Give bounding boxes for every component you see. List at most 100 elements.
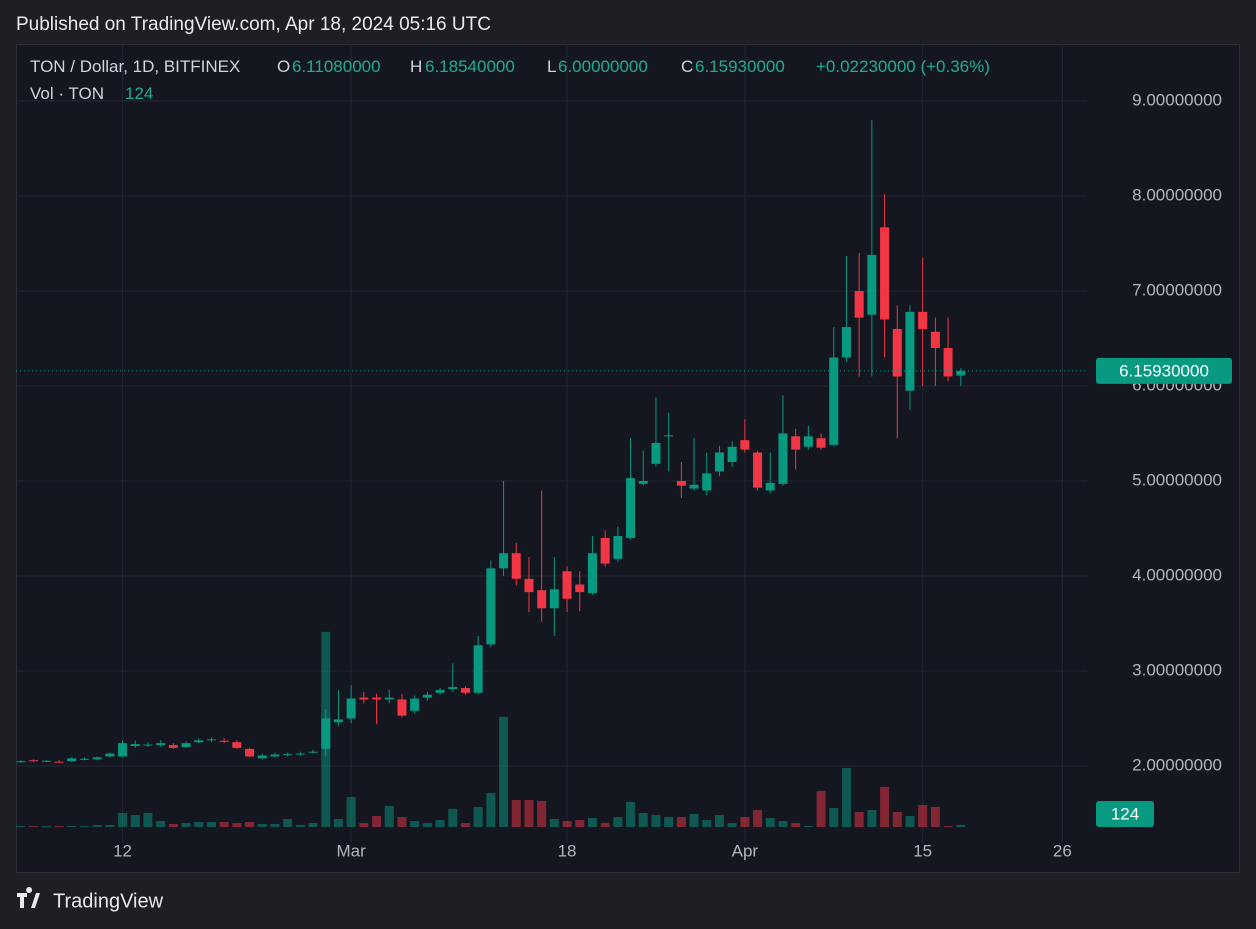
change-value: +0.02230000 (+0.36%) (816, 57, 990, 76)
volume-legend: Vol · TON 124 (30, 84, 153, 103)
volume-bar (232, 822, 242, 827)
candle-body (740, 440, 750, 450)
candle-body (460, 688, 470, 693)
brand-logo: TradingView (17, 887, 164, 912)
candle-body (803, 436, 813, 447)
volume-bar (245, 821, 255, 827)
last-price-label: 6.15930000 (1119, 361, 1209, 380)
volume-bar (943, 825, 953, 827)
candle-body (156, 743, 166, 746)
candle-body (664, 435, 674, 437)
volume-bar (67, 825, 77, 827)
volume-bar (206, 821, 216, 827)
candle-body (880, 227, 890, 320)
candle-body (562, 571, 572, 599)
volume-bar (753, 809, 763, 827)
volume-bar (549, 818, 559, 827)
candle-body (194, 740, 204, 743)
volume-bar (638, 812, 648, 827)
candle-body (118, 743, 128, 757)
volume-bar (702, 819, 712, 827)
candle-body (486, 568, 496, 645)
volume-bar (626, 801, 636, 827)
candle-body (943, 347, 953, 377)
volume-bar (765, 817, 775, 827)
volume-bar (930, 806, 940, 827)
volume-bar (143, 812, 153, 827)
candle-body (918, 311, 928, 329)
volume-bar (359, 822, 369, 827)
volume-bar (956, 824, 966, 827)
candles (16, 119, 966, 764)
x-tick-label: 12 (113, 841, 132, 860)
last-price-box (1096, 357, 1232, 384)
volume-bar (486, 792, 496, 827)
volume-bar (410, 820, 420, 827)
volume-bar (867, 809, 877, 827)
volume-bar (562, 820, 572, 827)
volume-bar (219, 821, 229, 827)
candle-body (143, 744, 153, 746)
volume-bar (524, 799, 534, 827)
volume-bar (841, 767, 851, 827)
volume-bar (676, 816, 686, 827)
volume-bar (257, 823, 267, 827)
volume-bar (295, 824, 305, 827)
candle-body (181, 743, 191, 747)
candle-body (867, 254, 877, 315)
volume-bar (854, 811, 864, 827)
volume-bar (460, 822, 470, 827)
volume-bar (613, 816, 623, 827)
candle-body (359, 697, 369, 700)
candle-body (930, 331, 940, 348)
volume-bar (181, 822, 191, 827)
candle-body (232, 742, 242, 748)
candle-body (511, 553, 521, 579)
candle-body (854, 290, 864, 318)
candle-body (600, 537, 610, 564)
volume-bar (346, 796, 356, 827)
high-value: 6.18540000 (425, 57, 515, 76)
y-tick-label: 5.00000000 (1132, 470, 1222, 489)
volume-bar (880, 786, 890, 827)
candle-body (816, 438, 826, 448)
candle-body (791, 436, 801, 450)
candle-body (651, 442, 661, 464)
candle-body (295, 753, 305, 755)
candle-body (638, 480, 648, 484)
volume-bar (308, 822, 318, 827)
x-tick-label: 15 (913, 841, 932, 860)
candle-body (206, 739, 216, 741)
open-value: 6.11080000 (292, 57, 381, 76)
candle-body (16, 761, 26, 763)
x-tick-label: 18 (558, 841, 577, 860)
volume-bar (651, 814, 661, 827)
candle-body (448, 687, 458, 690)
volume-bar (54, 825, 64, 827)
candle-body (841, 327, 851, 358)
symbol: TON / Dollar, 1D, BITFINEX (30, 57, 240, 76)
candle-body (105, 753, 115, 757)
volume-bar (600, 822, 610, 827)
candle-body (422, 694, 432, 698)
candle-body (92, 757, 102, 760)
candle-body (575, 584, 585, 593)
high-label: H (410, 57, 422, 76)
logo-icon (17, 887, 40, 908)
volume-bar (130, 814, 140, 827)
candle-body (473, 645, 483, 693)
candle-body (333, 719, 343, 723)
volume-bar (829, 807, 839, 827)
last-volume-label: 124 (1111, 804, 1139, 823)
y-tick-label: 4.00000000 (1132, 565, 1222, 584)
volume-bar (156, 820, 166, 827)
candle-body (270, 754, 280, 757)
candle-body (372, 697, 382, 700)
y-tick-label: 2.00000000 (1132, 755, 1222, 774)
volume-bar (905, 815, 915, 827)
candle-body (587, 553, 597, 594)
volume-bar (587, 817, 597, 827)
volume-bar (333, 818, 343, 827)
candle-body (549, 589, 559, 609)
